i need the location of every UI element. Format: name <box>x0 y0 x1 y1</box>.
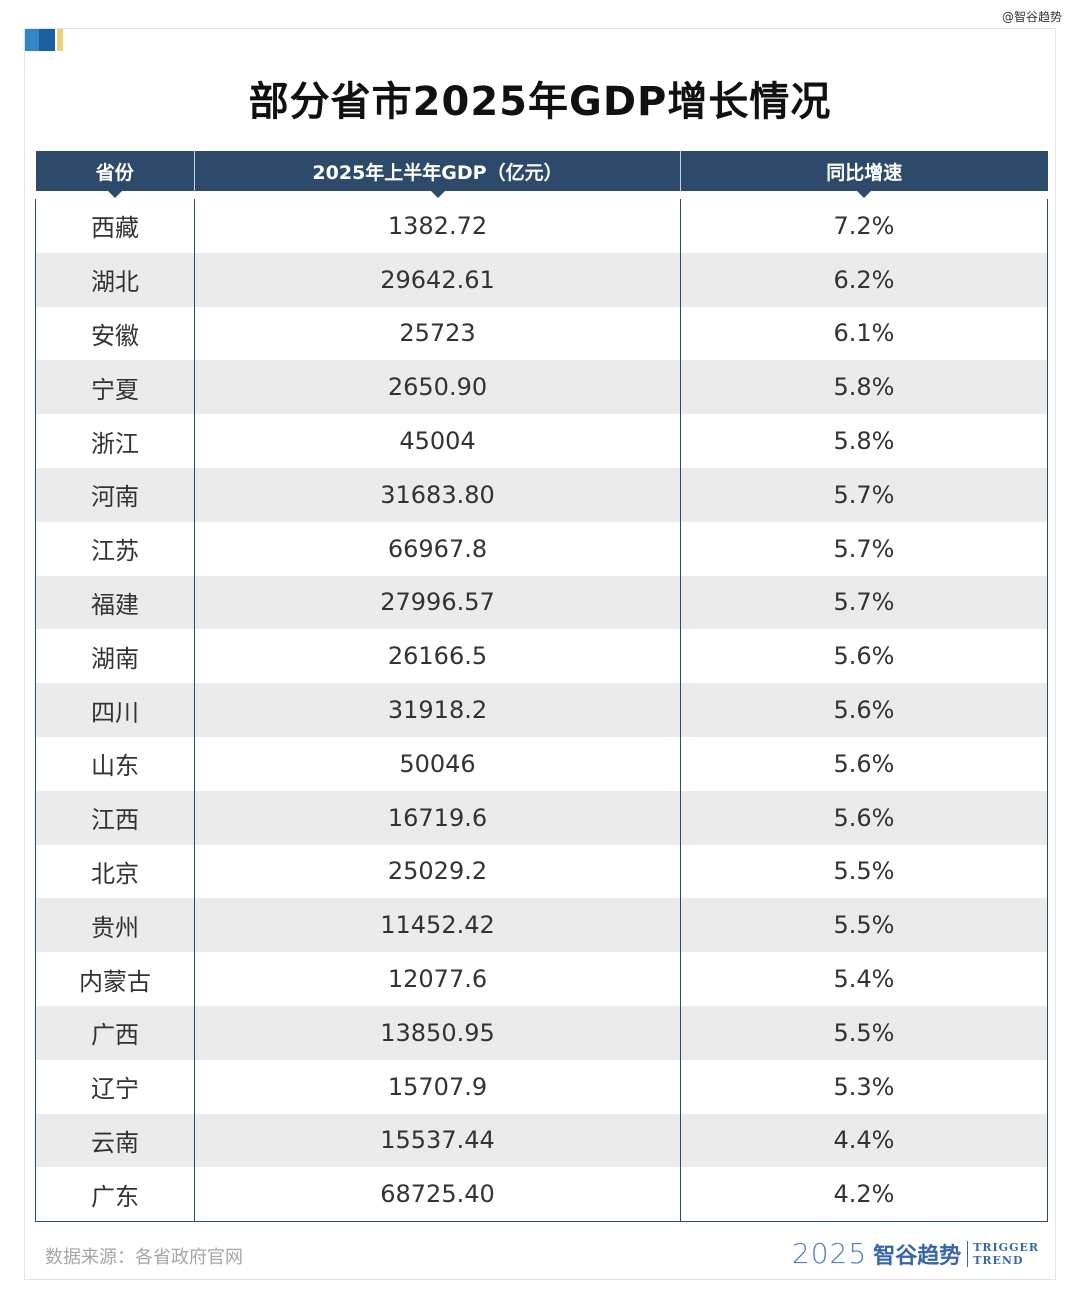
growth-cell: 5.8% <box>680 360 1048 415</box>
gdp-cell: 2650.90 <box>194 360 681 415</box>
gdp-cell: 31918.2 <box>194 683 681 737</box>
table-row: 山东 50046 5.6% <box>35 736 1048 791</box>
growth-cell: 5.6% <box>680 790 1048 845</box>
data-source-note: 数据来源：各省政府官网 <box>45 1247 243 1268</box>
table-row: 云南 15537.44 4.4% <box>35 1113 1048 1168</box>
table-row: 辽宁 15707.9 5.3% <box>35 1059 1048 1114</box>
province-cell: 福建 <box>35 575 195 630</box>
gdp-cell: 13850.95 <box>194 1005 681 1060</box>
province-cell: 宁夏 <box>35 360 195 415</box>
province-cell: 辽宁 <box>35 1059 195 1114</box>
province-cell: 北京 <box>35 844 195 899</box>
table-row: 浙江 45004 5.8% <box>35 414 1048 468</box>
brand-logo: 2025 智谷趋势 TRIGGER TREND <box>792 1237 1039 1270</box>
province-cell: 广东 <box>35 1167 195 1223</box>
growth-cell: 5.5% <box>680 898 1048 953</box>
table-row: 内蒙古 12077.6 5.4% <box>35 952 1048 1006</box>
province-cell: 浙江 <box>35 414 195 468</box>
province-cell: 湖北 <box>35 252 195 307</box>
gdp-table: 省份 2025年上半年GDP（亿元） 同比增速 西藏 1382.72 7.2% 湖北 2… <box>35 151 1048 1223</box>
table-row: 广西 13850.95 5.5% <box>35 1005 1048 1060</box>
gdp-cell: 15707.9 <box>194 1059 681 1114</box>
table-row: 西藏 1382.72 7.2% <box>35 199 1048 253</box>
table-row: 安徽 25723 6.1% <box>35 306 1048 361</box>
table-row: 湖北 29642.61 6.2% <box>35 252 1048 307</box>
growth-cell: 5.3% <box>680 1059 1048 1114</box>
growth-cell: 5.8% <box>680 414 1048 468</box>
province-cell: 西藏 <box>35 199 195 253</box>
province-cell: 江西 <box>35 790 195 845</box>
province-cell: 四川 <box>35 683 195 737</box>
growth-cell: 5.7% <box>680 521 1048 576</box>
header-growth: 同比增速 <box>680 151 1048 198</box>
table-row: 广东 68725.40 4.2% <box>35 1167 1048 1223</box>
gdp-cell: 16719.6 <box>194 790 681 845</box>
growth-cell: 5.4% <box>680 952 1048 1006</box>
gdp-cell: 1382.72 <box>194 199 681 253</box>
table-row: 贵州 11452.42 5.5% <box>35 898 1048 953</box>
brand-divider <box>967 1240 969 1267</box>
table-row: 湖南 26166.5 5.6% <box>35 629 1048 684</box>
gdp-cell: 45004 <box>194 414 681 468</box>
gdp-cell: 50046 <box>194 736 681 791</box>
watermark: @智谷趋势 <box>1001 10 1062 24</box>
table-row: 四川 31918.2 5.6% <box>35 683 1048 737</box>
table-row: 江苏 66967.8 5.7% <box>35 521 1048 576</box>
gdp-cell: 66967.8 <box>194 521 681 576</box>
growth-cell: 5.6% <box>680 736 1048 791</box>
province-cell: 江苏 <box>35 521 195 576</box>
table-row: 河南 31683.80 5.7% <box>35 467 1048 522</box>
growth-cell: 5.6% <box>680 683 1048 737</box>
brand-english: TRIGGER TREND <box>973 1240 1039 1267</box>
growth-cell: 5.6% <box>680 629 1048 684</box>
brand-year: 2025 <box>791 1237 868 1270</box>
table-row: 江西 16719.6 5.6% <box>35 790 1048 845</box>
gdp-cell: 25029.2 <box>194 844 681 899</box>
growth-cell: 6.1% <box>680 306 1048 361</box>
province-cell: 广西 <box>35 1005 195 1060</box>
gdp-cell: 29642.61 <box>194 252 681 307</box>
growth-cell: 5.5% <box>680 844 1048 899</box>
header-gdp: 2025年上半年GDP（亿元） <box>194 151 681 198</box>
gdp-cell: 12077.6 <box>194 952 681 1006</box>
gdp-cell: 11452.42 <box>194 898 681 953</box>
growth-cell: 5.7% <box>680 467 1048 522</box>
province-cell: 山东 <box>35 736 195 791</box>
province-cell: 内蒙古 <box>35 952 195 1006</box>
table-row: 宁夏 2650.90 5.8% <box>35 360 1048 415</box>
gdp-cell: 15537.44 <box>194 1113 681 1168</box>
header-province: 省份 <box>35 151 195 198</box>
gdp-cell: 68725.40 <box>194 1167 681 1223</box>
table-header-row: 省份 2025年上半年GDP（亿元） 同比增速 <box>35 151 1048 198</box>
growth-cell: 7.2% <box>680 199 1048 253</box>
table-row: 北京 25029.2 5.5% <box>35 844 1048 899</box>
table-row: 福建 27996.57 5.7% <box>35 575 1048 630</box>
gdp-cell: 25723 <box>194 306 681 361</box>
gdp-cell: 31683.80 <box>194 467 681 522</box>
brand-name: 智谷趋势 <box>873 1243 962 1269</box>
province-cell: 安徽 <box>35 306 195 361</box>
gdp-cell: 27996.57 <box>194 575 681 630</box>
growth-cell: 5.7% <box>680 575 1048 630</box>
gdp-cell: 26166.5 <box>194 629 681 684</box>
growth-cell: 6.2% <box>680 252 1048 307</box>
growth-cell: 4.4% <box>680 1113 1048 1168</box>
province-cell: 云南 <box>35 1113 195 1168</box>
growth-cell: 4.2% <box>680 1167 1048 1223</box>
growth-cell: 5.5% <box>680 1005 1048 1060</box>
province-cell: 贵州 <box>35 898 195 953</box>
page-title: 部分省市2025年GDP增长情况 <box>248 79 832 125</box>
province-cell: 湖南 <box>35 629 195 684</box>
infographic-card: 部分省市2025年GDP增长情况 省份 2025年上半年GDP（亿元） 同比增速… <box>24 28 1056 1280</box>
corner-decoration <box>25 29 63 51</box>
province-cell: 河南 <box>35 467 195 522</box>
